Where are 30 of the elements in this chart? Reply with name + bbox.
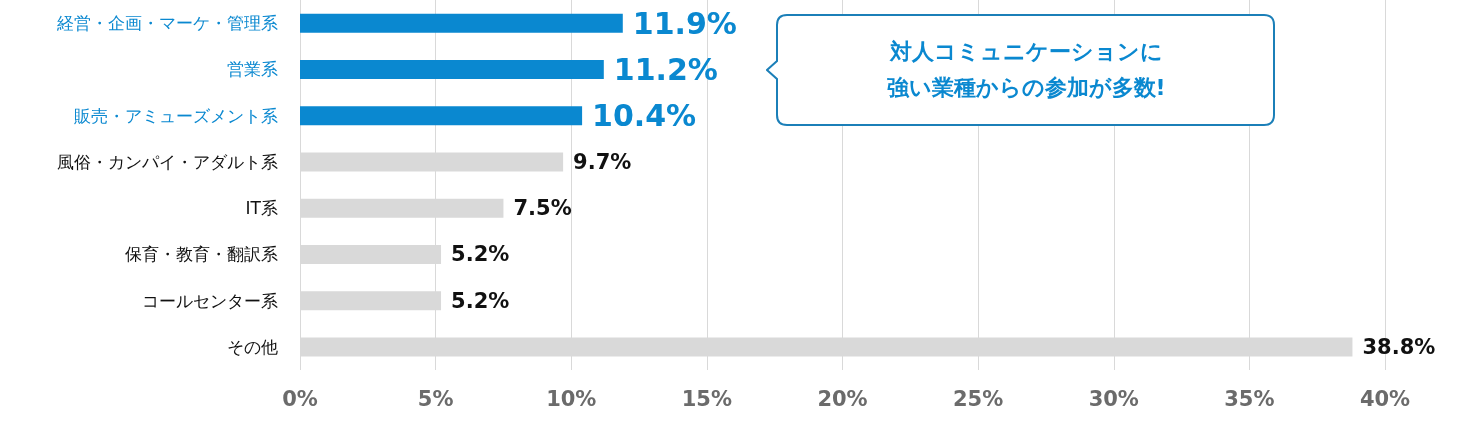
data-label: 38.8% bbox=[1362, 334, 1436, 359]
y-tick-label: 販売・アミューズメント系 bbox=[74, 105, 278, 126]
y-tick-label: IT系 bbox=[245, 198, 278, 219]
data-label: 7.5% bbox=[513, 196, 572, 221]
y-tick-label: 営業系 bbox=[227, 59, 278, 80]
data-label: 11.2% bbox=[613, 51, 718, 87]
x-tick-label: 0% bbox=[282, 386, 318, 411]
x-tick-label: 15% bbox=[681, 386, 733, 411]
data-label: 11.9% bbox=[632, 5, 737, 41]
annotation: 対人コミュニケーションに強い業種からの参加が多数! bbox=[885, 38, 1167, 102]
data-label: 5.2% bbox=[451, 288, 510, 313]
x-tick-label: 40% bbox=[1359, 386, 1411, 411]
data-label: 5.2% bbox=[451, 242, 510, 267]
bar bbox=[300, 106, 583, 126]
data-label: 10.4% bbox=[592, 98, 697, 134]
x-tick-label: 30% bbox=[1088, 386, 1139, 411]
x-tick-label: 5% bbox=[417, 386, 454, 411]
y-tick-label: 経営・企画・マーケ・管理系 bbox=[56, 13, 278, 34]
data-label: 9.7% bbox=[573, 149, 632, 174]
x-tick-label: 35% bbox=[1224, 386, 1275, 411]
y-tick-label: 風俗・カンパイ・アダルト系 bbox=[57, 151, 278, 172]
bar bbox=[300, 13, 623, 33]
x-tick-label: 10% bbox=[546, 386, 597, 411]
x-tick-label: 20% bbox=[817, 386, 868, 411]
x-tick-label: 25% bbox=[952, 386, 1004, 411]
y-tick-label: 保育・教育・翻訳系 bbox=[125, 244, 278, 265]
bar bbox=[300, 59, 604, 79]
y-tick-label: その他 bbox=[227, 336, 278, 357]
y-tick-label: コールセンター系 bbox=[142, 290, 278, 311]
speech-bubble: 対人コミュニケーションに強い業種からの参加が多数! bbox=[766, 14, 1276, 127]
